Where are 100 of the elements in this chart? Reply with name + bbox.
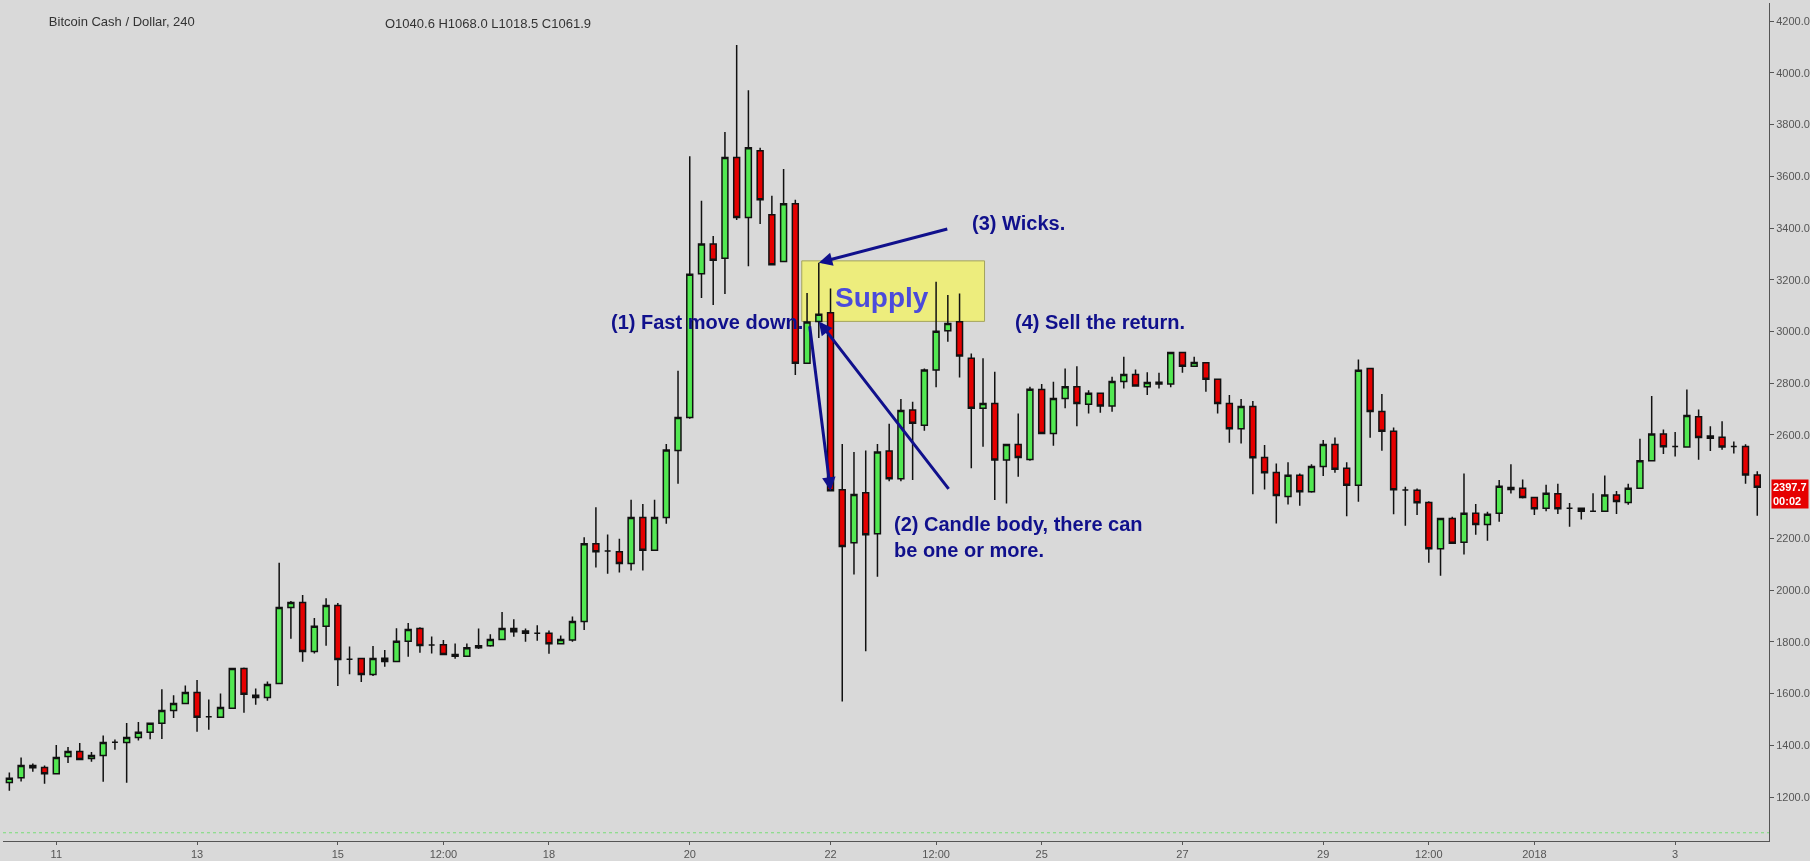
band-label: Supply [835, 282, 929, 313]
candlestick [920, 367, 929, 432]
x-tick-label: 29 [1317, 848, 1330, 861]
y-tick-label: 2600.0 [1776, 428, 1810, 441]
y-tick-label: 3200.0 [1776, 273, 1810, 286]
candlestick [873, 443, 882, 578]
candlestick [310, 617, 319, 655]
candlestick [732, 44, 741, 221]
candlestick [1647, 395, 1656, 462]
candlestick [662, 443, 670, 525]
y-tick-label: 4000.0 [1776, 66, 1810, 79]
candlestick [1167, 350, 1175, 389]
candlestick [1237, 398, 1245, 445]
candlestick [298, 594, 307, 663]
candlestick [580, 536, 588, 631]
x-tick-label: 13 [190, 848, 204, 861]
candlestick [29, 762, 37, 773]
x-tick-label: 27 [1176, 848, 1189, 861]
candlestick [1612, 490, 1621, 515]
candlestick [1272, 462, 1281, 525]
x-tick-label: 3 [1672, 848, 1679, 861]
y-tick-label: 3800.0 [1776, 118, 1810, 131]
text: O1040.6 H1068.0 L1018.5 C1061.9 [385, 16, 592, 31]
candlestick [369, 645, 377, 677]
candlestick [1671, 431, 1679, 458]
x-tick-label: 15 [331, 848, 344, 861]
candlestick [427, 635, 436, 655]
candlestick [1260, 444, 1269, 491]
candlestick [545, 629, 553, 655]
candlestick [697, 200, 706, 299]
candlestick [1284, 461, 1292, 506]
candlestick [357, 657, 365, 683]
candlestick [1495, 479, 1503, 523]
annotation: 2397.7 00:02 [1773, 481, 1807, 508]
candlestick [1659, 428, 1668, 455]
candlestick [592, 506, 600, 569]
candlestick [1296, 472, 1304, 507]
candlestick [1002, 443, 1011, 505]
x-tick-label: 18 [542, 848, 556, 861]
y-tick-label: 2000.0 [1776, 583, 1810, 596]
candlestick [1413, 487, 1421, 516]
candlestick [451, 642, 459, 660]
candlestick [862, 449, 870, 652]
candlestick [1084, 389, 1093, 415]
y-tick-label: 2200.0 [1776, 532, 1810, 545]
x-tick-label: 12:00 [1415, 848, 1443, 861]
candlestick [287, 600, 295, 640]
candlestick [1589, 492, 1597, 513]
candlestick [568, 615, 577, 643]
y-tick-label: 2800.0 [1776, 377, 1810, 390]
candlestick [815, 261, 823, 339]
candlestick [1706, 425, 1715, 452]
text: Bitcoin Cash / Dollar, 240 [48, 13, 195, 29]
candlestick [1131, 368, 1140, 387]
x-tick-label: 25 [1035, 848, 1048, 861]
candlestick [779, 168, 788, 263]
candlestick [838, 443, 846, 703]
candlestick [639, 503, 647, 572]
annotation: (3) Wicks. [972, 212, 1066, 234]
candlestick [1061, 367, 1069, 410]
y-tick-label: 1200.0 [1776, 790, 1810, 803]
candlestick [111, 738, 119, 751]
x-tick-label: 20 [683, 848, 696, 861]
candlestick [146, 722, 154, 741]
candlestick [263, 680, 272, 702]
candlestick [122, 722, 131, 784]
y-tick-label: 3600.0 [1776, 170, 1810, 183]
candlestick [533, 624, 541, 642]
candlestick [627, 499, 635, 572]
annotation: (4) Sell the return. [1015, 311, 1186, 333]
candlestick [803, 292, 811, 365]
candlestick [955, 292, 964, 379]
candlestick [240, 666, 248, 714]
candlestick [1096, 392, 1105, 414]
candlestick [521, 627, 530, 643]
candlestick [1554, 483, 1562, 515]
candlestick [1190, 356, 1198, 368]
candlestick [52, 744, 60, 775]
y-tick-label: 1400.0 [1776, 739, 1810, 752]
candlestick [193, 679, 201, 733]
candlestick [1565, 502, 1574, 528]
candlestick [1483, 511, 1492, 542]
candlestick [158, 688, 166, 740]
candlestick [392, 627, 401, 664]
candlestick [1741, 443, 1750, 485]
candlestick [1636, 438, 1644, 489]
candlestick [768, 194, 776, 266]
x-tick-label: 11 [50, 848, 62, 861]
candlestick [1425, 500, 1433, 564]
x-tick-label: 22 [824, 848, 837, 861]
candlestick [1342, 461, 1351, 517]
candlestick [721, 131, 729, 295]
candlestick [181, 684, 190, 705]
candlestick [932, 281, 940, 389]
candlestick [1436, 517, 1445, 577]
candlestick [1389, 426, 1398, 516]
candlestick [1073, 365, 1081, 427]
candlestick [1401, 485, 1410, 527]
candlestick [1507, 463, 1515, 495]
x-tick-label: 12:00 [922, 848, 950, 861]
